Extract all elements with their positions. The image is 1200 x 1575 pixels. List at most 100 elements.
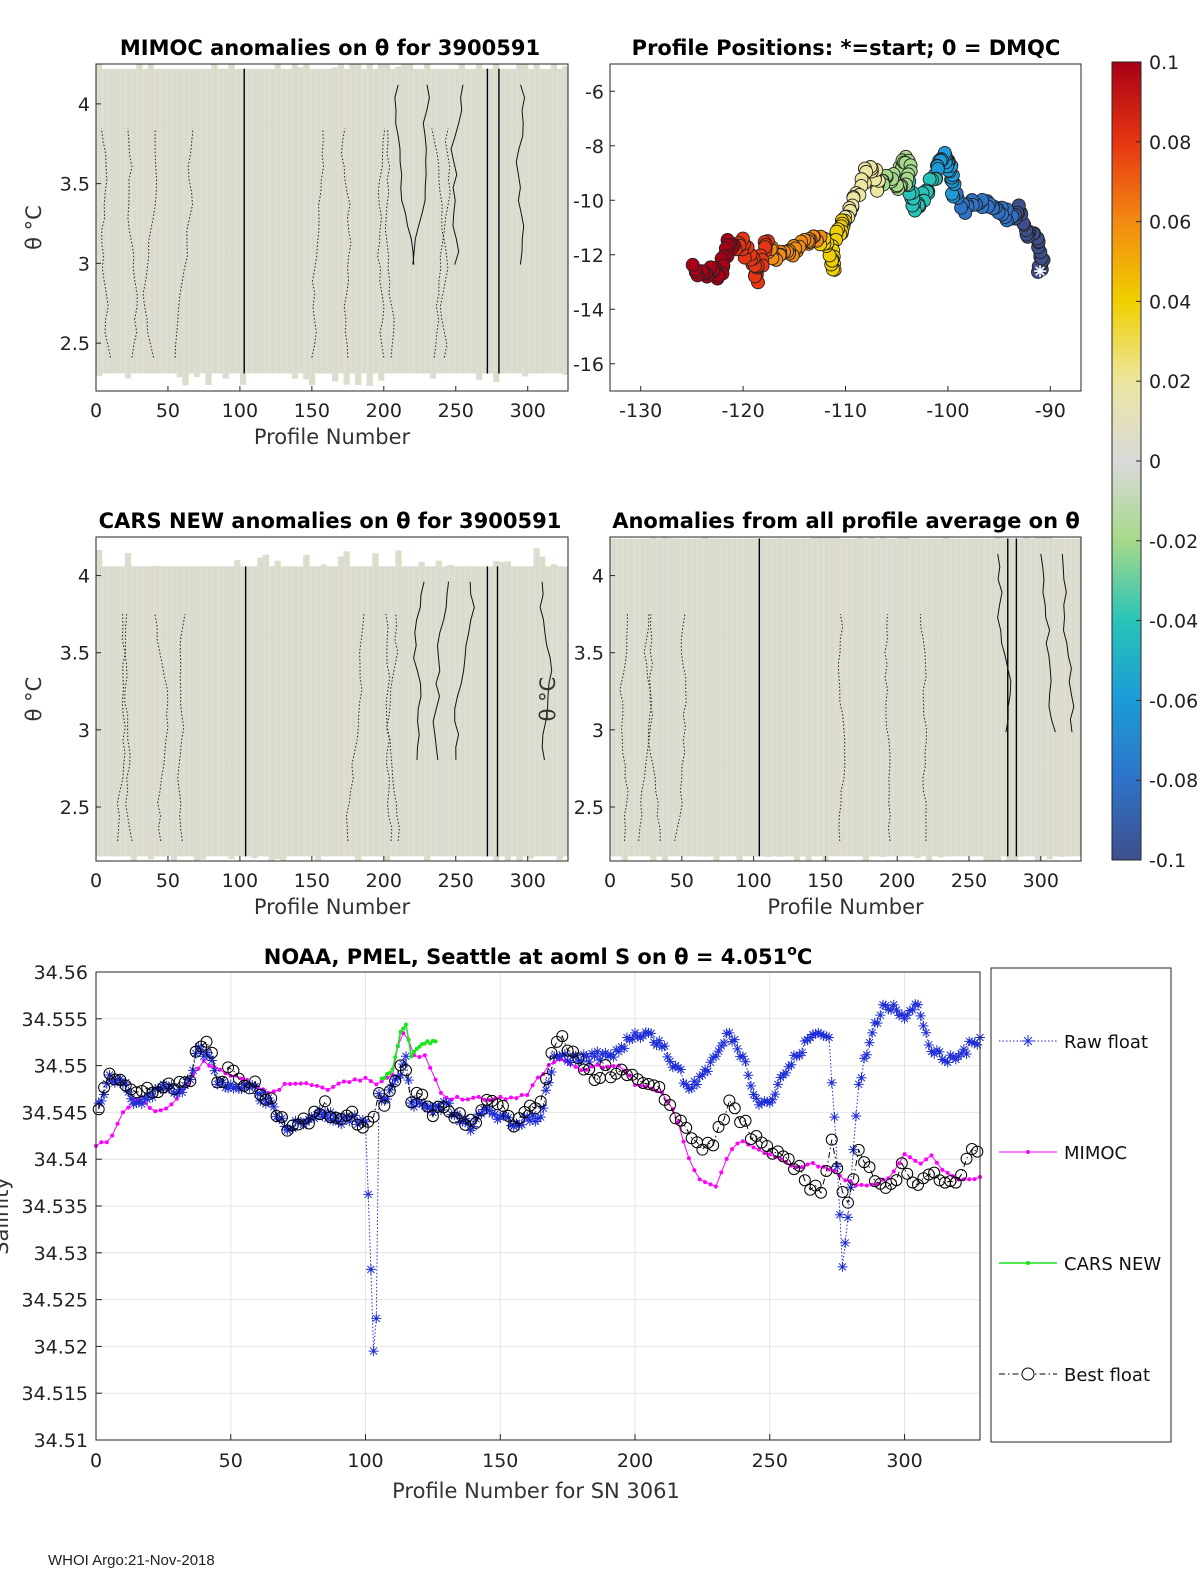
- field-column: [418, 561, 425, 857]
- mimoc-marker: [169, 1102, 174, 1107]
- raw-marker: [708, 1052, 719, 1063]
- raw-marker: [589, 1051, 600, 1062]
- mimoc-marker: [827, 1167, 832, 1172]
- raw-marker: [390, 1074, 401, 1085]
- raw-marker: [867, 1027, 878, 1038]
- solid-contour: [450, 84, 464, 265]
- mimoc-marker: [331, 1084, 336, 1089]
- best-marker: [717, 1113, 730, 1126]
- y-tick-label: 3: [592, 720, 604, 742]
- best-marker: [545, 1046, 558, 1059]
- y-tick-label: 34.55: [34, 1056, 88, 1078]
- raw-marker: [387, 1079, 398, 1090]
- cars-marker: [422, 1041, 427, 1046]
- cars-marker: [406, 1037, 411, 1042]
- mimoc-marker: [196, 1066, 201, 1071]
- raw-marker: [702, 1066, 713, 1077]
- raw-marker: [710, 1051, 721, 1062]
- dotted-contour: [433, 128, 451, 358]
- field-column: [533, 64, 540, 374]
- field-column: [562, 566, 569, 857]
- x-tick-label: 150: [294, 400, 330, 422]
- raw-marker: [592, 1046, 603, 1057]
- mimoc-marker: [288, 1081, 293, 1086]
- raw-marker: [877, 999, 888, 1010]
- raw-marker: [546, 1067, 557, 1078]
- field-column: [268, 566, 276, 861]
- mimoc-marker: [740, 1139, 745, 1144]
- raw-marker: [899, 1013, 910, 1024]
- axes-box: [95, 536, 569, 862]
- field-column: [320, 68, 327, 374]
- field-column: [113, 566, 120, 857]
- mimoc-marker: [110, 1133, 115, 1138]
- raw-marker: [961, 1048, 972, 1059]
- field-column: [383, 566, 391, 861]
- mimoc-marker: [120, 1110, 125, 1115]
- best-marker: [599, 1059, 612, 1072]
- field-column: [303, 64, 310, 380]
- mimoc-marker: [843, 1178, 848, 1183]
- field-column: [308, 68, 316, 386]
- raw-marker: [395, 1069, 406, 1080]
- best-marker: [906, 1176, 919, 1189]
- y-tick-label: 3: [78, 253, 90, 275]
- raw-marker: [430, 1100, 441, 1111]
- field-column: [1069, 538, 1076, 857]
- x-tick-label: 200: [879, 870, 915, 892]
- y-tick-label: -16: [573, 354, 604, 376]
- solid-contour: [454, 581, 475, 760]
- raw-marker: [646, 1028, 657, 1039]
- y-tick-label: 3.5: [60, 174, 90, 196]
- raw-marker: [675, 1064, 686, 1075]
- field-column: [274, 64, 281, 374]
- best-marker: [416, 1088, 429, 1101]
- best-marker: [184, 1075, 197, 1088]
- raw-marker: [252, 1088, 263, 1099]
- field-column: [107, 566, 114, 857]
- raw-marker: [921, 1027, 932, 1038]
- y-tick-label: -12: [573, 245, 604, 267]
- field-column: [153, 565, 160, 857]
- field-column: [251, 68, 258, 374]
- best-marker: [146, 1086, 159, 1099]
- field-column: [539, 556, 546, 857]
- y-tick-label: 34.52: [34, 1336, 88, 1358]
- raw-marker: [913, 999, 924, 1010]
- field-column: [113, 68, 120, 374]
- raw-marker: [349, 1110, 360, 1121]
- field-column: [257, 557, 264, 857]
- field-column: [245, 68, 253, 374]
- x-tick-label: 100: [222, 400, 258, 422]
- y-tick-label: 3.5: [574, 643, 604, 665]
- best-marker: [367, 1110, 380, 1123]
- best-marker: [270, 1110, 283, 1123]
- dotted-contours: [101, 128, 451, 358]
- best-marker: [453, 1107, 466, 1120]
- mimoc-marker: [972, 1177, 977, 1182]
- field-column: [931, 538, 939, 857]
- field-column: [452, 566, 460, 857]
- mimoc-marker: [449, 1097, 454, 1102]
- mimoc-marker: [929, 1153, 934, 1158]
- y-axis-label: θ °C: [536, 677, 560, 722]
- raw-marker: [826, 1077, 837, 1088]
- colorbar-tick-label: 0.1: [1149, 52, 1179, 74]
- field-column: [621, 538, 628, 861]
- field-column: [521, 64, 529, 377]
- field-column: [188, 566, 195, 857]
- field-column: [885, 538, 893, 857]
- x-tick-label: 50: [156, 870, 180, 892]
- field-column: [902, 537, 910, 857]
- raw-marker: [745, 1080, 756, 1091]
- raw-marker: [535, 1112, 546, 1123]
- best-marker: [275, 1111, 288, 1124]
- raw-marker: [789, 1050, 800, 1061]
- raw-marker: [619, 1043, 630, 1054]
- raw-marker: [851, 1111, 862, 1121]
- field-column: [291, 566, 299, 857]
- legend-label: CARS NEW: [1064, 1254, 1161, 1275]
- field-column: [834, 537, 841, 857]
- field-column: [464, 566, 471, 857]
- field-column: [1035, 537, 1042, 861]
